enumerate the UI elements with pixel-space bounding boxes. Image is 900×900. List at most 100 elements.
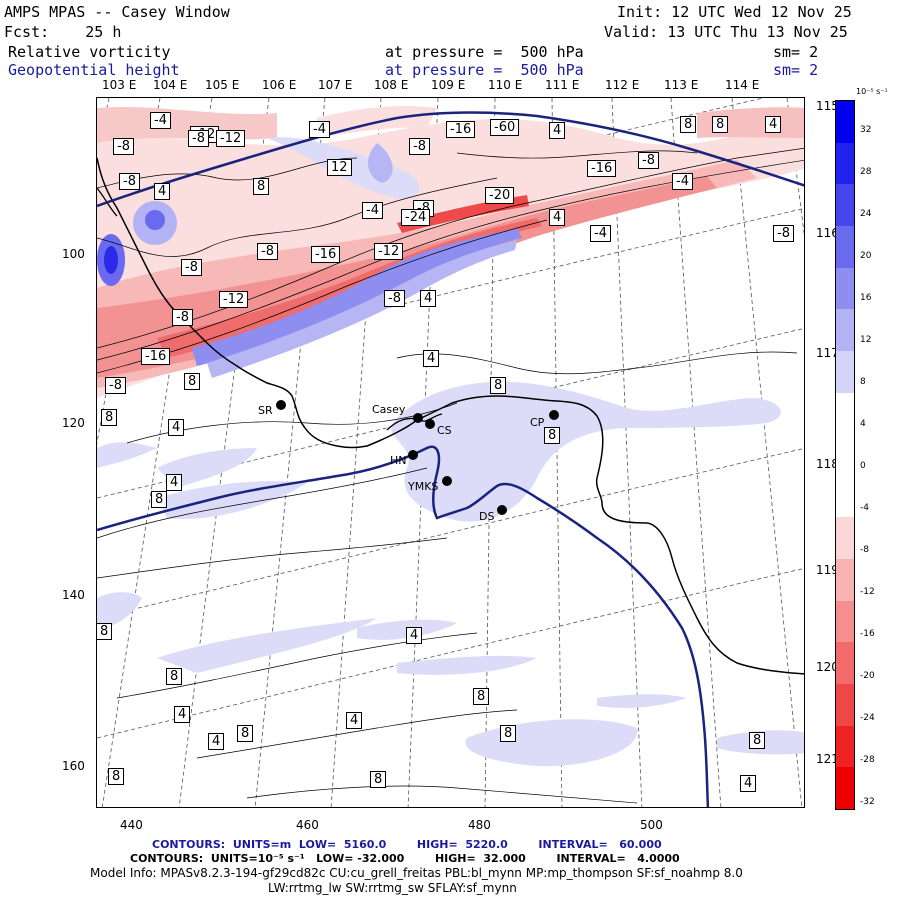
colorbar-label: -12	[860, 587, 875, 597]
map-panel[interactable]	[96, 97, 805, 808]
contour-label: -12	[219, 291, 249, 308]
colorbar-swatch	[836, 684, 854, 727]
contour-label: 8	[96, 623, 113, 640]
contour-label: -16	[587, 160, 617, 177]
contour-label: -24	[401, 209, 431, 226]
colorbar-swatch	[836, 767, 854, 810]
colorbar-swatch	[836, 309, 854, 352]
colorbar-swatch	[836, 225, 854, 269]
contour-label: -8	[119, 173, 140, 190]
model-physics: LW:rrtmg_lw SW:rrtmg_sw SFLAY:sf_mynn	[268, 881, 517, 895]
contour-label: 4	[406, 627, 423, 644]
contour-label: -8	[638, 152, 659, 169]
station-dot	[497, 505, 507, 515]
y-axis-label: 100	[62, 247, 85, 261]
top-lon-label: 108 E	[374, 78, 409, 92]
contour-label: 8	[101, 409, 118, 426]
contour-label: -4	[672, 173, 693, 190]
top-lon-label: 109 E	[431, 78, 466, 92]
field2-level: at pressure = 500 hPa	[385, 61, 584, 79]
contour-label: -16	[311, 246, 341, 263]
contour-label: -8	[773, 225, 794, 242]
contour-label: 8	[490, 377, 507, 394]
top-lon-label: 114 E	[725, 78, 760, 92]
field1-level: at pressure = 500 hPa	[385, 43, 584, 61]
colorbar-swatch	[836, 142, 854, 185]
y-axis-label: 140	[62, 588, 85, 602]
colorbar-label: 28	[860, 167, 872, 177]
colorbar-swatch	[836, 101, 854, 144]
contour-label: 8	[237, 725, 254, 742]
contour-label: 4	[154, 183, 171, 200]
contour-label: 4	[174, 706, 191, 723]
colorbar-swatch	[836, 600, 854, 643]
colorbar-swatch	[836, 559, 854, 602]
contour-label: -8	[257, 243, 278, 260]
contour-label: -60	[490, 119, 520, 136]
top-lon-label: 107 E	[318, 78, 353, 92]
colorbar-label: 32	[860, 125, 872, 135]
colorbar-swatch	[836, 350, 854, 394]
contour-label: 4	[765, 116, 782, 133]
contour-label: 8	[500, 725, 517, 742]
x-axis-label: 460	[296, 818, 319, 832]
colorbar-swatch	[836, 517, 854, 560]
colorbar-swatch	[836, 725, 854, 768]
contour-label: -8	[188, 130, 209, 147]
station-label: YMKS	[408, 480, 439, 493]
colorbar-swatch	[836, 392, 854, 435]
contour-label: -20	[485, 187, 515, 204]
station-dot	[408, 450, 418, 460]
contour-label: -16	[446, 121, 476, 138]
contour-label: -4	[590, 225, 611, 242]
contour-label: -12	[374, 243, 404, 260]
contour-label: 8	[253, 178, 270, 195]
colorbar-label: 24	[860, 209, 872, 219]
contour-label: 4	[549, 209, 566, 226]
contour-label: 8	[544, 427, 561, 444]
contour-label: 12	[327, 159, 352, 176]
colorbar-label: 4	[860, 419, 866, 429]
contour-label: 4	[166, 474, 183, 491]
geopotential-height-contours	[97, 111, 804, 807]
contour-label: 8	[184, 373, 201, 390]
contour-label: 4	[423, 350, 440, 367]
field1-smoothing: sm= 2	[773, 43, 819, 61]
contour-label: 4	[208, 733, 225, 750]
init-time: Init: 12 UTC Wed 12 Nov 25	[617, 3, 852, 21]
colorbar-label: 20	[860, 251, 872, 261]
station-dot	[413, 413, 423, 423]
contour-label: -8	[105, 377, 126, 394]
contour-label: -8	[172, 309, 193, 326]
station-dot	[276, 400, 286, 410]
top-lon-label: 106 E	[262, 78, 297, 92]
x-axis-label: 500	[640, 818, 663, 832]
contour-label: 8	[370, 771, 387, 788]
contour-label: 4	[420, 290, 437, 307]
map-svg	[97, 98, 804, 807]
contour-label: -4	[309, 121, 330, 138]
top-lon-label: 112 E	[605, 78, 640, 92]
colorbar-swatch	[836, 642, 854, 685]
station-label: CP	[530, 416, 545, 429]
contour-label: -12	[216, 130, 246, 147]
colorbar-swatch	[836, 475, 854, 518]
contour-label: -8	[384, 290, 405, 307]
colorbar-swatch	[836, 267, 854, 310]
station-label: CS	[437, 424, 452, 437]
contour-label: 8	[151, 491, 168, 508]
contour-label: -16	[141, 348, 171, 365]
top-lon-label: 113 E	[664, 78, 699, 92]
colorbar-label: -16	[860, 629, 875, 639]
x-axis-label: 440	[120, 818, 143, 832]
contour-label: 8	[108, 768, 125, 785]
colorbar-label: 12	[860, 335, 872, 345]
station-label: SR	[258, 404, 273, 417]
colorbar-label: -20	[860, 671, 875, 681]
field2-name: Geopotential height	[8, 61, 180, 79]
contour-label: 8	[473, 688, 490, 705]
graticule-line	[97, 448, 804, 619]
y-axis-label: 120	[62, 416, 85, 430]
height-contour-info: CONTOURS: UNITS=m LOW= 5160.0 HIGH= 5220…	[152, 838, 662, 851]
graticule-line	[97, 568, 804, 739]
